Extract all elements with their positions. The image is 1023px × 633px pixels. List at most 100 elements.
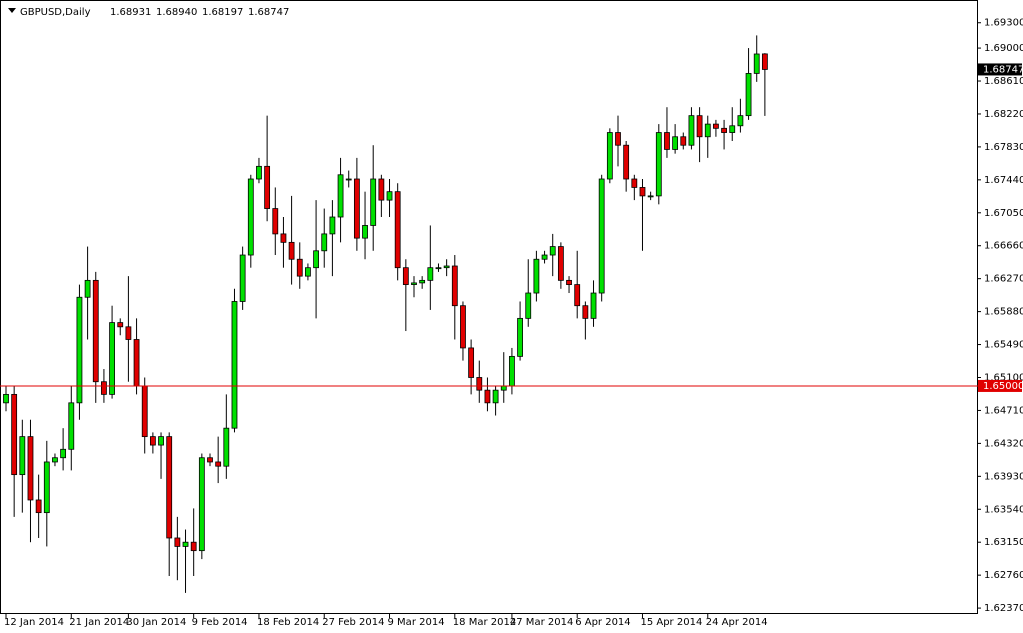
y-tick-label: 1.62370 [984,603,1023,614]
candle-body [35,499,42,514]
candle-body [11,393,18,476]
candle-body [533,258,540,294]
header-value: 1.68940 [156,7,197,18]
candle-body [76,296,83,404]
candle-body [574,284,581,307]
candle-body [353,178,360,239]
candle-body [141,385,148,438]
candle-body [109,322,115,395]
y-tick-label: 1.69000 [984,43,1023,54]
candle-body [655,132,662,197]
candle-body [305,267,311,277]
header-value: 1.68747 [248,7,289,18]
candle-body [647,195,654,198]
candle-body [337,174,344,218]
candle-body [729,125,736,133]
candle-body [313,250,319,269]
candle-body [549,246,556,256]
y-tick-label: 1.68610 [984,76,1023,87]
level-label: 1.65000 [983,381,1023,392]
candle-body [19,436,26,476]
candle-body [704,123,711,138]
candle-body [117,322,124,328]
candle-body [745,73,752,117]
y-tick-label: 1.67830 [984,142,1023,153]
candle-body [362,225,368,239]
y-tick-label: 1.63540 [984,504,1023,515]
header-value: 1.68931 [110,7,151,18]
candle-body [566,279,572,285]
candle-body [52,457,58,463]
candle-body [696,115,703,138]
candle-body [386,191,393,201]
x-tick-label: 15 Apr 2014 [640,617,702,628]
candle-body [215,461,222,467]
candle-body [125,326,132,340]
x-tick-label: 18 Mar 2014 [453,617,516,628]
candle-body [443,265,450,269]
candle-body [721,127,727,133]
last-price-bg [978,63,1022,76]
candle-body [345,178,352,181]
candle-body [688,115,695,146]
chart-title: GBPUSD,Daily [20,7,91,18]
candle-body [419,279,426,284]
y-tick-label: 1.67050 [984,208,1023,219]
candle-body [27,436,34,501]
candle-body [664,132,670,150]
candle-body [590,292,597,319]
candle-body [207,457,213,463]
candle-body [3,393,9,404]
plot-frame [0,0,978,614]
candle-body [394,191,401,269]
x-tick-label: 21 Jan 2014 [69,617,129,628]
y-tick-label: 1.66660 [984,241,1023,252]
level-label-bg [978,379,1022,392]
candle-body [60,448,67,459]
candle-body [256,165,262,180]
candle-body [378,178,385,201]
y-tick-label: 1.69300 [984,18,1023,29]
menu-arrow [8,8,16,13]
y-tick-label: 1.62760 [984,570,1023,581]
y-tick-label: 1.63930 [984,471,1023,482]
x-tick-label: 24 Apr 2014 [706,617,768,628]
candle-body [680,136,687,146]
last-price-label: 1.68747 [983,64,1023,75]
x-tick-label: 12 Jan 2014 [4,617,64,628]
candle-body [280,233,287,243]
candle-body [517,317,523,357]
candle-body [288,241,295,260]
candle-body [615,132,621,146]
candle-body [525,292,532,319]
candle-body [598,178,605,294]
candle-body [166,436,173,539]
candle-body [272,208,279,235]
y-tick-label: 1.65100 [984,372,1023,383]
candle-body [190,541,197,552]
candle-body [158,436,164,446]
candle-body [296,258,303,277]
candle-body [582,305,589,319]
candle-body [509,355,515,387]
y-tick-label: 1.66270 [984,274,1023,285]
candle-body [631,178,638,188]
candle-body [68,402,75,450]
x-tick-label: 18 Feb 2014 [257,617,319,628]
candle-body [500,385,507,391]
x-tick-label: 9 Feb 2014 [192,617,248,628]
candle-body [761,53,768,70]
candle-body [370,178,377,226]
candle-body [427,267,434,281]
x-tick-label: 9 Mar 2014 [388,617,445,628]
candle-body [541,254,548,260]
candle-body [468,347,475,378]
y-tick-label: 1.64320 [984,438,1023,449]
y-tick-label: 1.64710 [984,405,1023,416]
candle-body [753,53,760,74]
y-tick-label: 1.65880 [984,307,1023,318]
candle-body [133,339,140,387]
candle-body [321,233,328,252]
candle-body [737,115,744,127]
x-tick-label: 27 Mar 2014 [510,617,573,628]
